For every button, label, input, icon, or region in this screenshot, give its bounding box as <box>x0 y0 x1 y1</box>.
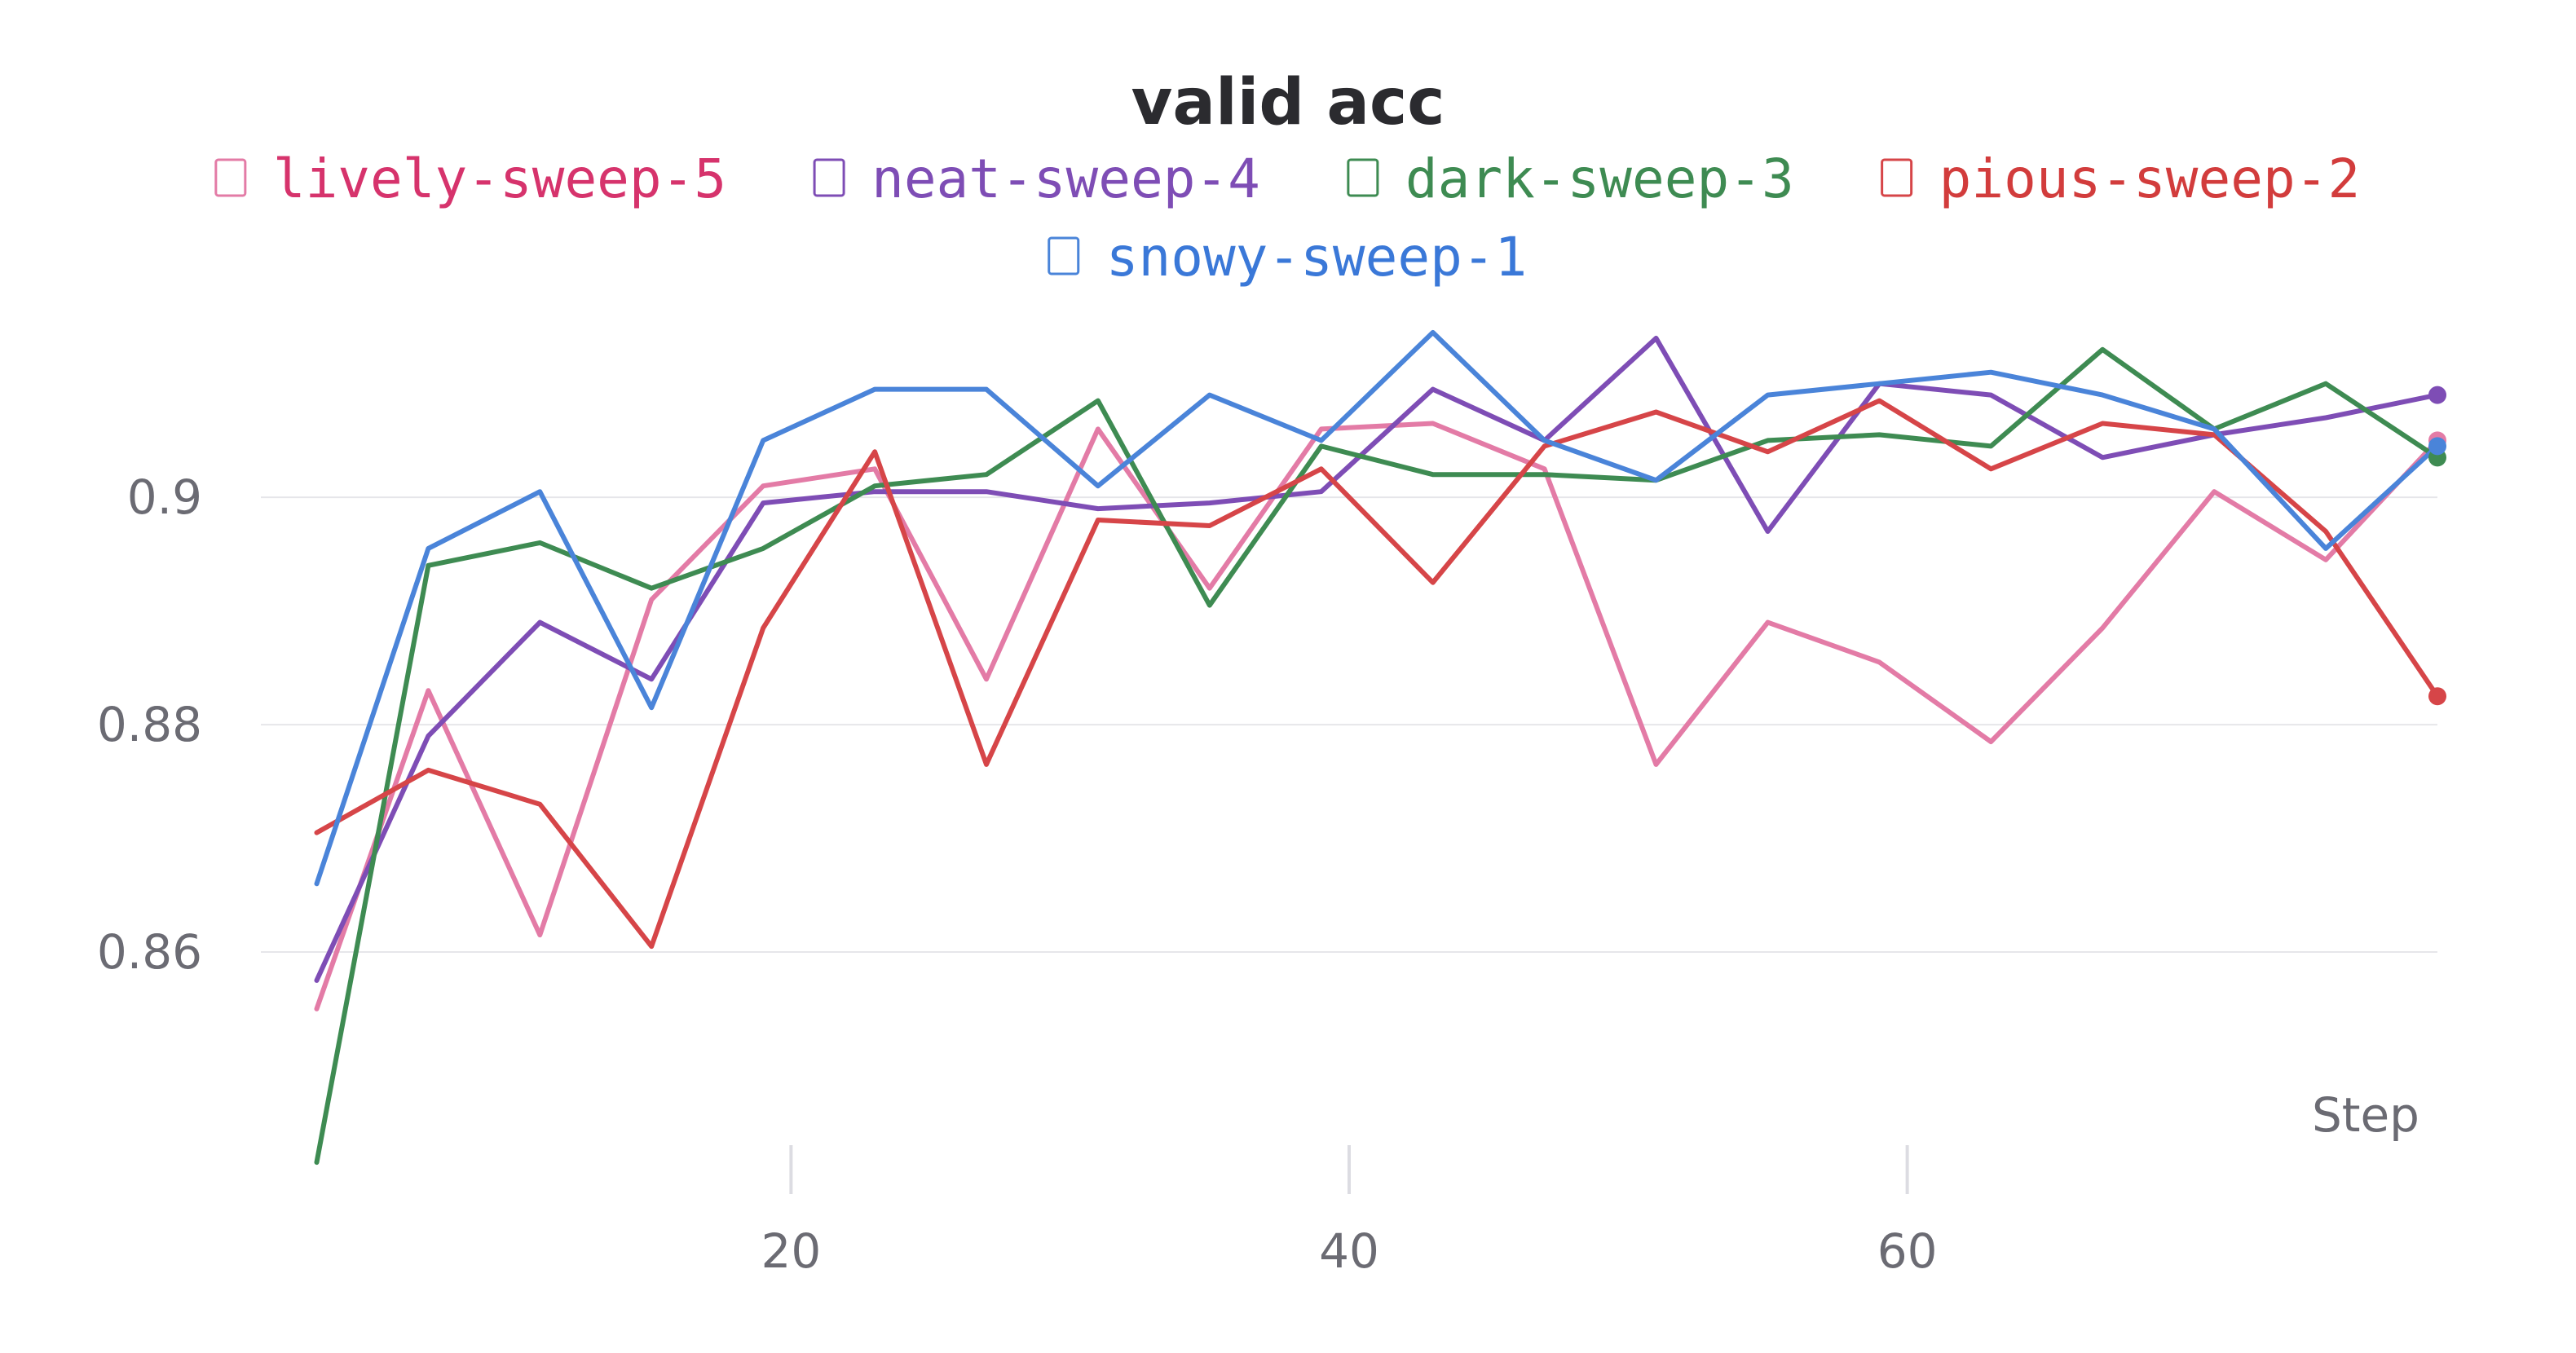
y-axis: 0.86 0.88 0.9 <box>97 469 202 980</box>
legend-swatch <box>214 158 247 197</box>
legend-item-dark-sweep-3: dark-sweep-3 <box>1347 148 1794 210</box>
series-line-dark-sweep-3 <box>314 346 2440 1166</box>
legend-item-snowy-sweep-1: snowy-sweep-1 <box>1048 226 1528 289</box>
gridlines <box>261 496 2437 954</box>
legend-swatch <box>813 158 845 197</box>
series-lines <box>314 329 2440 1166</box>
legend-swatch <box>1048 236 1080 275</box>
series-end-point-pious-sweep-2 <box>2428 687 2446 706</box>
legend-item-pious-sweep-2: pious-sweep-2 <box>1881 148 2361 210</box>
legend-label: lively-sweep-5 <box>273 148 726 210</box>
legend-label: neat-sweep-4 <box>871 148 1260 210</box>
y-tick-label: 0.88 <box>97 697 202 752</box>
series-end-point-snowy-sweep-1 <box>2428 437 2446 456</box>
x-axis: 20 40 60 <box>761 1145 1938 1279</box>
series-end-markers <box>2428 386 2446 706</box>
legend-label: pious-sweep-2 <box>1939 148 2361 210</box>
y-tick-label: 0.86 <box>97 924 202 980</box>
legend-label: dark-sweep-3 <box>1405 148 1794 210</box>
legend-item-neat-sweep-4: neat-sweep-4 <box>813 148 1260 210</box>
x-axis-label: Step <box>2312 1087 2419 1143</box>
series-line-pious-sweep-2 <box>314 398 2440 950</box>
x-tick-label: 40 <box>1319 1223 1379 1279</box>
series-line-lively-sweep-5 <box>314 421 2440 1011</box>
y-tick-label: 0.9 <box>127 469 202 525</box>
legend-swatch <box>1881 158 1913 197</box>
legend-swatch <box>1347 158 1379 197</box>
series-end-point-neat-sweep-4 <box>2428 386 2446 404</box>
legend-label: snowy-sweep-1 <box>1106 226 1528 289</box>
series-line-snowy-sweep-1 <box>314 329 2440 887</box>
x-tick-label: 20 <box>761 1223 821 1279</box>
chart-title: valid acc <box>1131 66 1445 139</box>
series-line-neat-sweep-4 <box>314 335 2440 983</box>
x-tick-label: 60 <box>1877 1223 1938 1279</box>
legend-item-lively-sweep-5: lively-sweep-5 <box>214 148 726 210</box>
legend: lively-sweep-5 neat-sweep-4 dark-sweep-3 pi… <box>214 148 2361 289</box>
